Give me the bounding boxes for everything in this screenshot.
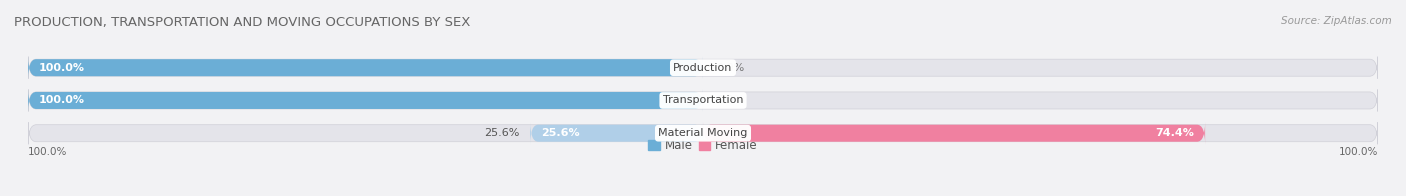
- Text: 0.0%: 0.0%: [717, 63, 745, 73]
- Legend: Male, Female: Male, Female: [648, 140, 758, 152]
- Text: Source: ZipAtlas.com: Source: ZipAtlas.com: [1281, 16, 1392, 26]
- Text: Production: Production: [673, 63, 733, 73]
- FancyBboxPatch shape: [530, 122, 703, 144]
- Text: 25.6%: 25.6%: [484, 128, 519, 138]
- Text: PRODUCTION, TRANSPORTATION AND MOVING OCCUPATIONS BY SEX: PRODUCTION, TRANSPORTATION AND MOVING OC…: [14, 16, 471, 29]
- FancyBboxPatch shape: [703, 122, 1205, 144]
- FancyBboxPatch shape: [28, 122, 1378, 144]
- Text: Transportation: Transportation: [662, 95, 744, 105]
- Text: 100.0%: 100.0%: [1339, 147, 1378, 157]
- FancyBboxPatch shape: [28, 57, 703, 79]
- Text: 0.0%: 0.0%: [717, 95, 745, 105]
- Text: Material Moving: Material Moving: [658, 128, 748, 138]
- Text: 100.0%: 100.0%: [28, 147, 67, 157]
- FancyBboxPatch shape: [28, 89, 703, 112]
- FancyBboxPatch shape: [28, 57, 1378, 79]
- FancyBboxPatch shape: [28, 89, 1378, 112]
- Text: 74.4%: 74.4%: [1156, 128, 1194, 138]
- Text: 100.0%: 100.0%: [39, 63, 84, 73]
- Text: 25.6%: 25.6%: [541, 128, 579, 138]
- Text: 100.0%: 100.0%: [39, 95, 84, 105]
